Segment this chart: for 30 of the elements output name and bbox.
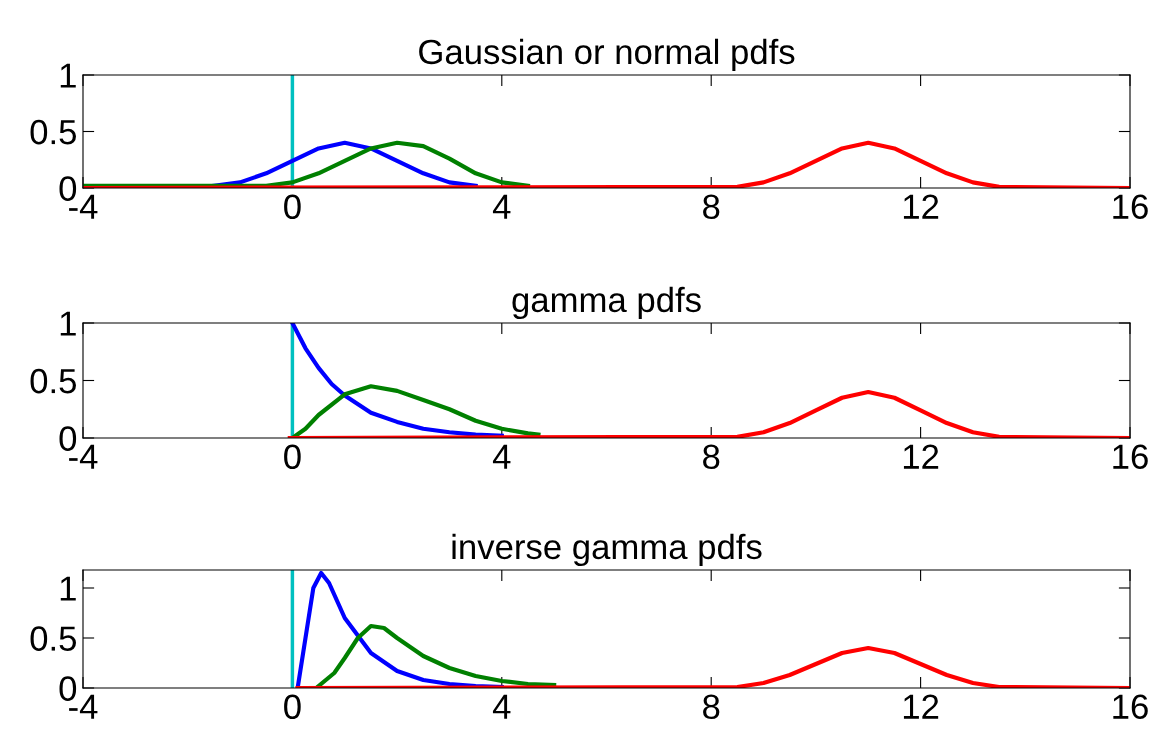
- y-tick-label: 0.5: [30, 368, 76, 394]
- line-series: [290, 384, 541, 438]
- line-series: [290, 323, 504, 438]
- x-tick-label: 12: [903, 694, 939, 719]
- chart-title: inverse gamma pdfs: [452, 533, 762, 567]
- x-tick-label: 8: [703, 444, 720, 470]
- x-tick-label: 4: [492, 194, 511, 219]
- chart-title: gamma pdfs: [512, 286, 701, 320]
- x-tick-label: 16: [1113, 444, 1148, 470]
- x-tick-label: 4: [492, 444, 511, 469]
- x-tick-label: 0: [284, 694, 301, 720]
- chart-title: Gaussian or normal pdfs: [419, 38, 795, 72]
- y-tick-label: 1: [60, 63, 76, 88]
- x-tick-label: 8: [703, 194, 720, 220]
- x-tick-label: 0: [284, 444, 301, 470]
- y-tick-label: 0.5: [30, 626, 76, 651]
- x-tick-label: 16: [1113, 194, 1148, 220]
- x-tick-label: 12: [903, 444, 939, 469]
- y-tick-label: 0.5: [30, 119, 76, 145]
- x-tick-label: 12: [903, 194, 939, 219]
- x-tick-label: 0: [284, 194, 301, 220]
- line-series: [83, 140, 531, 188]
- y-tick-label: 1: [60, 311, 76, 336]
- x-tick-label: 16: [1113, 694, 1148, 720]
- line-series: [316, 623, 557, 688]
- line-series: [295, 645, 1130, 688]
- y-tick-label: 1: [60, 576, 76, 601]
- x-tick-label: 8: [703, 694, 720, 720]
- x-tick-label: 4: [492, 694, 511, 719]
- line-series: [287, 389, 1130, 438]
